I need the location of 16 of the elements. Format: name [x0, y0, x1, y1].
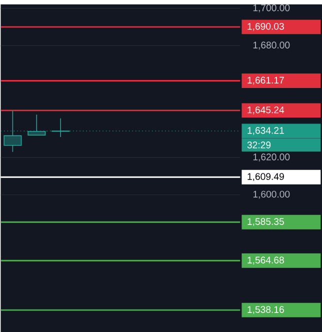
candlestick: [4, 110, 22, 152]
y-tick-label: 1,600.00: [253, 190, 290, 199]
ref-line-label: 1,538.16: [248, 306, 284, 314]
y-tick-label: 1,680.00: [253, 42, 290, 50]
ref-line-label: 1,585.35: [248, 218, 284, 226]
text: 32:29: [247, 142, 270, 148]
ref-line-label: 1,609.49: [248, 173, 284, 182]
y-tick-label: 1,700.00: [253, 4, 290, 12]
ref-line-label: 1,690.03: [248, 22, 284, 31]
ref-line-label: 1,661.17: [248, 76, 284, 85]
ref-line-label: 1,634.21: [248, 127, 284, 135]
candlestick: [27, 114, 46, 136]
ref-line-label: 1,564.68: [248, 256, 284, 265]
candlestick: [51, 118, 70, 138]
y-tick-label: 1,620.00: [253, 154, 290, 162]
ref-line-label: 1,645.24: [248, 106, 284, 114]
